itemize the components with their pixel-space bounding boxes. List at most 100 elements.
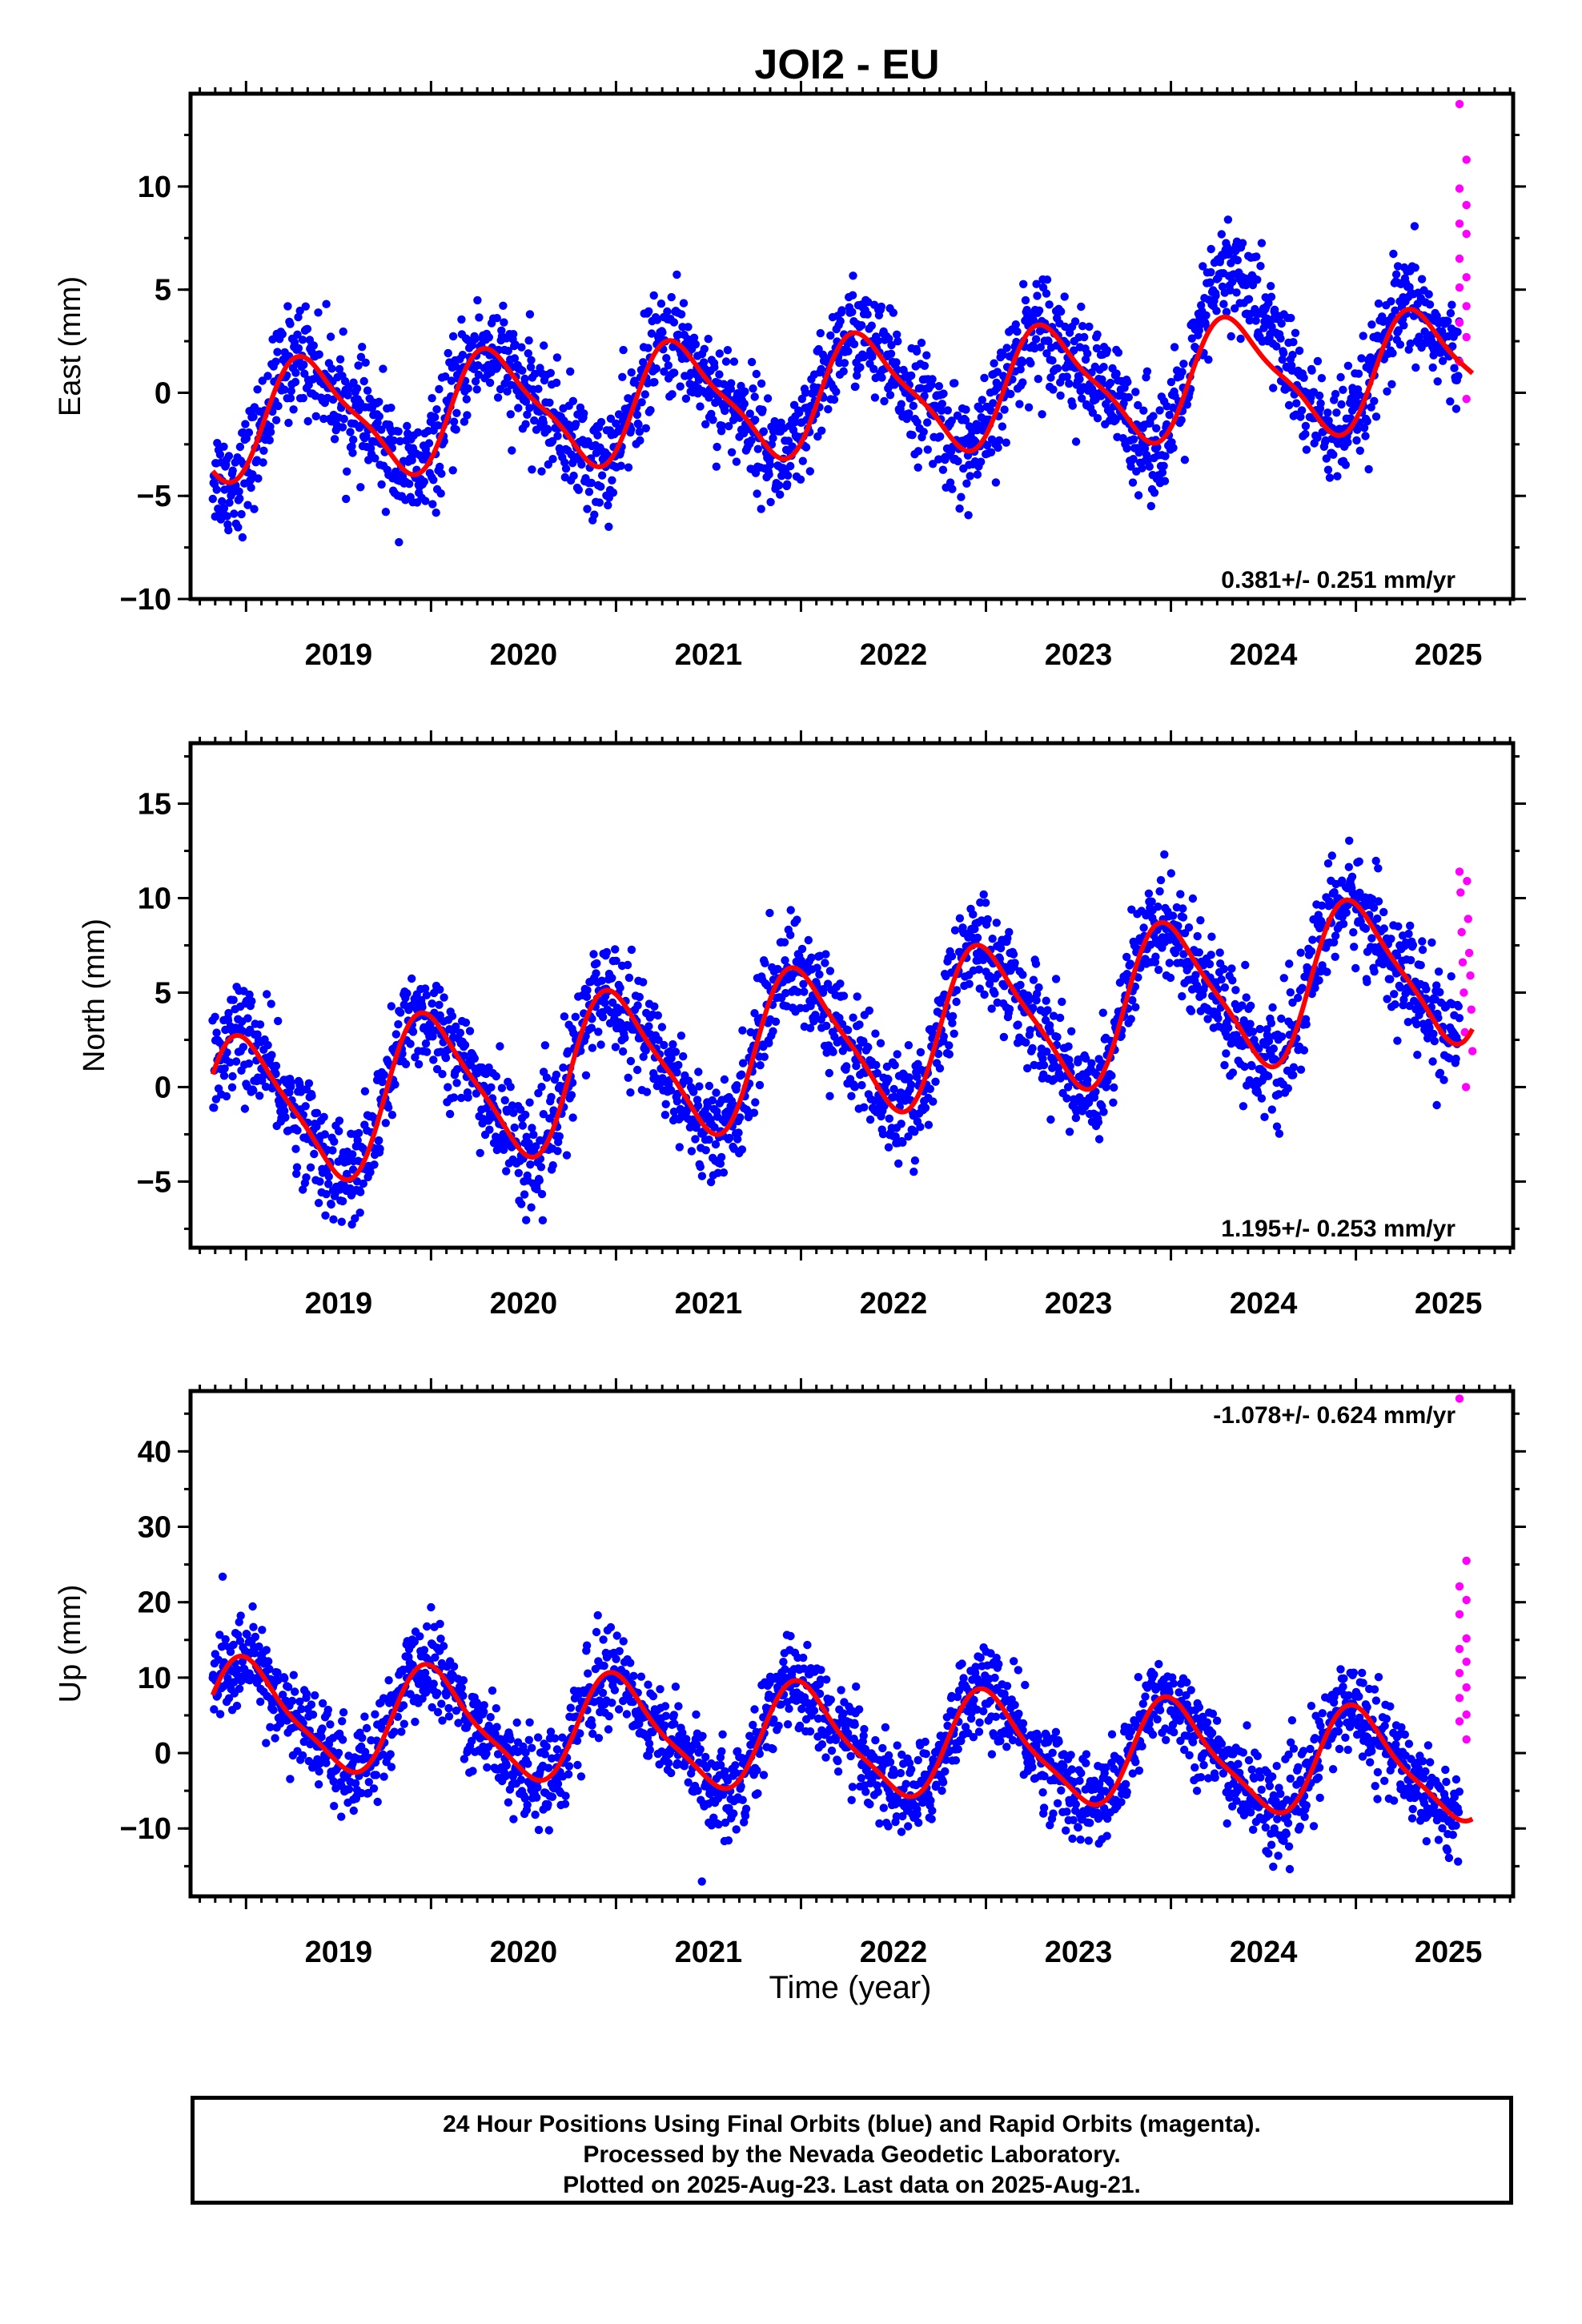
final-orbit-point (872, 1060, 881, 1070)
final-orbit-point (1207, 951, 1215, 959)
final-orbit-point (1223, 1032, 1231, 1041)
final-orbit-point (893, 1050, 901, 1059)
final-orbit-point (878, 1130, 888, 1139)
final-orbit-point (1323, 859, 1333, 868)
final-orbit-point (1078, 322, 1087, 331)
final-orbit-point (1161, 452, 1170, 460)
plot-area (208, 99, 1475, 547)
final-orbit-point (428, 500, 437, 509)
final-orbit-point (302, 1690, 311, 1699)
final-orbit-point (1018, 378, 1027, 387)
final-orbit-point (1450, 364, 1459, 372)
final-orbit-point (1247, 1062, 1256, 1071)
final-orbit-point (343, 467, 351, 476)
final-orbit-point (330, 435, 339, 444)
final-orbit-point (1438, 356, 1447, 365)
final-orbit-point (636, 436, 644, 445)
final-orbit-point (1353, 425, 1362, 434)
final-orbit-point (633, 1001, 642, 1010)
final-orbit-point (521, 1110, 530, 1120)
final-orbit-point (1443, 316, 1452, 326)
final-orbit-point (880, 396, 889, 406)
final-orbit-point (1232, 288, 1241, 297)
final-orbit-point (266, 428, 275, 436)
final-orbit-point (1206, 278, 1215, 287)
final-orbit-point (1357, 354, 1366, 363)
final-orbit-point (493, 393, 503, 402)
final-orbit-point (815, 970, 824, 979)
y-tick-label: 0 (155, 1071, 171, 1104)
final-orbit-point (1093, 414, 1102, 423)
final-orbit-point (349, 435, 358, 444)
final-orbit-point (1112, 369, 1121, 378)
final-orbit-point (741, 387, 749, 396)
final-orbit-point (945, 1050, 954, 1059)
final-orbit-point (265, 1664, 274, 1674)
final-orbit-point (849, 340, 859, 348)
final-orbit-point (1042, 1047, 1051, 1056)
final-orbit-point (435, 384, 444, 394)
final-orbit-point (499, 301, 508, 310)
final-orbit-point (973, 470, 982, 479)
final-orbit-point (916, 1047, 926, 1057)
final-orbit-point (1289, 338, 1298, 347)
final-orbit-point (701, 1146, 710, 1155)
final-orbit-point (537, 1083, 546, 1092)
final-orbit-point (892, 358, 901, 367)
final-orbit-point (691, 1135, 700, 1144)
final-orbit-point (801, 388, 810, 397)
final-orbit-point (1389, 249, 1398, 259)
final-orbit-point (723, 346, 733, 355)
final-orbit-point (627, 425, 636, 434)
x-tick-label: 2019 (305, 1287, 373, 1321)
final-orbit-point (612, 956, 620, 966)
final-orbit-point (663, 307, 672, 316)
final-orbit-point (555, 1132, 564, 1141)
final-orbit-point (660, 1040, 669, 1050)
final-orbit-point (321, 1211, 330, 1220)
final-orbit-point (1205, 959, 1215, 969)
final-orbit-point (452, 1065, 462, 1074)
final-orbit-point (829, 395, 839, 404)
final-orbit-point (283, 302, 292, 311)
final-orbit-point (836, 979, 845, 988)
final-orbit-point (1301, 421, 1311, 431)
final-orbit-point (590, 510, 599, 519)
final-orbit-point (226, 1647, 235, 1656)
final-orbit-point (737, 1145, 747, 1154)
final-orbit-point (312, 1122, 321, 1132)
final-orbit-point (220, 1064, 229, 1073)
final-orbit-point (223, 1674, 232, 1683)
final-orbit-point (697, 1172, 707, 1180)
final-orbit-point (644, 344, 652, 352)
final-orbit-point (1227, 332, 1235, 341)
final-orbit-point (982, 899, 990, 907)
y-tick-label: −5 (137, 1165, 171, 1199)
final-orbit-point (1383, 387, 1391, 396)
final-orbit-point (656, 300, 666, 308)
final-orbit-point (534, 1088, 543, 1098)
rapid-orbit-point (1464, 948, 1474, 958)
final-orbit-point (235, 1684, 244, 1693)
final-orbit-point (769, 433, 777, 443)
final-orbit-point (464, 384, 472, 393)
final-orbit-point (1406, 339, 1415, 348)
final-orbit-point (1349, 928, 1358, 937)
final-orbit-point (1251, 316, 1260, 325)
final-orbit-point (546, 368, 555, 377)
final-orbit-point (1267, 292, 1276, 301)
final-orbit-point (1226, 286, 1235, 295)
final-orbit-point (1070, 317, 1080, 326)
final-orbit-point (1292, 399, 1301, 408)
y-tick-label: 5 (155, 976, 171, 1010)
final-orbit-point (916, 1123, 925, 1132)
final-orbit-point (1308, 935, 1317, 944)
final-orbit-point (339, 414, 348, 424)
final-orbit-point (975, 984, 985, 993)
final-orbit-point (725, 1133, 734, 1143)
final-orbit-point (822, 1021, 831, 1031)
final-orbit-point (294, 312, 303, 322)
final-orbit-point (418, 1003, 427, 1011)
final-orbit-point (695, 1082, 704, 1091)
final-orbit-point (1438, 327, 1447, 336)
